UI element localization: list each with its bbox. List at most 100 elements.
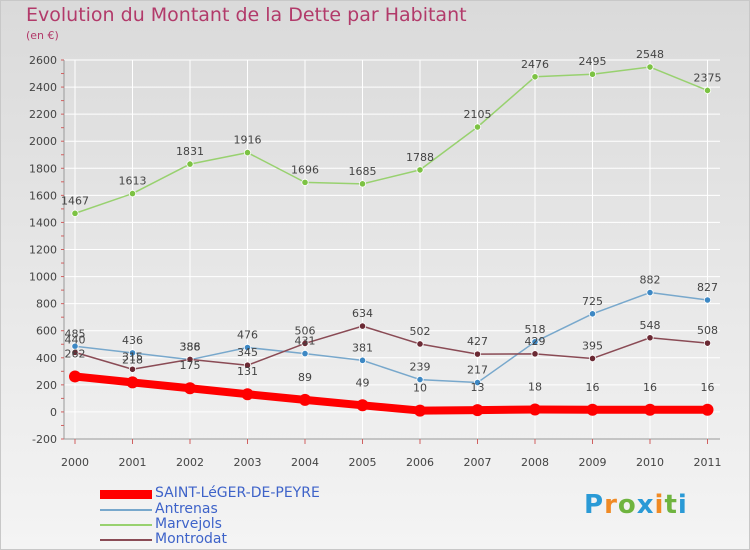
data-label: 485 bbox=[65, 327, 86, 340]
data-point bbox=[646, 288, 654, 297]
data-point bbox=[186, 355, 194, 364]
x-tick-label: 2006 bbox=[406, 456, 434, 469]
series-line bbox=[74, 325, 709, 371]
data-label: 13 bbox=[471, 381, 485, 394]
data-label: 18 bbox=[528, 380, 542, 393]
logo-letter: i bbox=[654, 490, 665, 520]
data-label: 2495 bbox=[579, 55, 607, 68]
legend-swatch bbox=[100, 539, 152, 541]
data-label: 548 bbox=[640, 319, 661, 332]
chart-title: Evolution du Montant de la Dette par Hab… bbox=[26, 4, 467, 26]
data-label: 429 bbox=[525, 335, 546, 348]
data-label: 508 bbox=[697, 324, 718, 337]
logo-letter: i bbox=[677, 490, 688, 520]
data-label: 2105 bbox=[464, 108, 492, 121]
x-tick-label: 2003 bbox=[234, 456, 262, 469]
series-line bbox=[71, 372, 712, 415]
data-label: 1696 bbox=[291, 163, 319, 176]
data-label: 2548 bbox=[636, 48, 664, 61]
data-label: 388 bbox=[180, 340, 201, 353]
data-label: 518 bbox=[525, 323, 546, 336]
data-point bbox=[358, 180, 367, 188]
data-label: 2476 bbox=[521, 58, 549, 71]
logo-letter: P bbox=[584, 490, 605, 520]
data-point bbox=[358, 322, 367, 330]
data-point bbox=[184, 382, 196, 395]
y-tick-label: 1800 bbox=[29, 162, 57, 175]
data-label: 175 bbox=[180, 359, 201, 372]
data-label: 89 bbox=[298, 371, 312, 384]
series-line bbox=[74, 66, 709, 215]
legend-label: Montrodat bbox=[155, 531, 227, 547]
data-point bbox=[416, 340, 424, 348]
y-tick-label: 800 bbox=[36, 298, 57, 311]
y-tick-label: 1400 bbox=[29, 216, 57, 229]
data-label: 431 bbox=[295, 335, 316, 348]
data-label: 345 bbox=[237, 346, 258, 359]
data-point bbox=[128, 189, 137, 198]
data-point bbox=[473, 350, 482, 358]
data-label: 1613 bbox=[119, 175, 147, 188]
data-label: 506 bbox=[295, 324, 316, 337]
data-point bbox=[646, 334, 654, 342]
data-label: 10 bbox=[413, 382, 427, 395]
logo-letter: r bbox=[604, 490, 618, 520]
data-label: 502 bbox=[410, 325, 431, 338]
data-point bbox=[71, 209, 79, 217]
data-point bbox=[186, 160, 194, 168]
data-point bbox=[701, 403, 714, 416]
data-point bbox=[531, 73, 539, 81]
data-point bbox=[473, 378, 482, 387]
data-point bbox=[703, 296, 712, 304]
data-point bbox=[646, 63, 654, 71]
data-point bbox=[586, 403, 599, 416]
series-line bbox=[74, 291, 709, 384]
data-label: 395 bbox=[582, 339, 603, 352]
data-point bbox=[471, 404, 484, 417]
proxiti-logo: Proxiti bbox=[584, 490, 688, 520]
y-tick-label: 1600 bbox=[29, 189, 57, 202]
data-label: 427 bbox=[467, 335, 488, 348]
data-point bbox=[128, 349, 137, 357]
legend-swatch bbox=[100, 524, 152, 526]
data-point bbox=[644, 403, 656, 416]
data-label: 16 bbox=[643, 381, 657, 394]
data-label: 634 bbox=[352, 307, 373, 320]
y-tick-label: 200 bbox=[36, 379, 57, 392]
data-point bbox=[128, 365, 137, 373]
data-point bbox=[588, 354, 597, 363]
data-label: 218 bbox=[122, 353, 143, 366]
data-point bbox=[703, 86, 712, 95]
logo-letter: x bbox=[636, 490, 655, 520]
data-label: 436 bbox=[122, 334, 143, 347]
y-tick-label: -200 bbox=[32, 433, 57, 446]
data-point bbox=[241, 388, 254, 401]
data-point bbox=[703, 339, 712, 347]
data-point bbox=[243, 343, 252, 352]
data-label: 1685 bbox=[349, 165, 377, 178]
x-tick-label: 2005 bbox=[349, 456, 377, 469]
data-label: 2375 bbox=[694, 71, 722, 84]
logo-letter: o bbox=[617, 490, 637, 520]
y-tick-label: 1200 bbox=[29, 244, 57, 257]
data-label: 440 bbox=[65, 333, 86, 346]
data-point bbox=[414, 404, 426, 417]
data-point bbox=[243, 148, 252, 157]
data-label: 386 bbox=[180, 341, 201, 354]
data-label: 16 bbox=[701, 381, 715, 394]
data-label: 239 bbox=[410, 361, 431, 374]
data-label: 1916 bbox=[234, 134, 262, 147]
data-point bbox=[529, 403, 541, 416]
data-label: 1467 bbox=[61, 194, 89, 207]
series-layer bbox=[69, 63, 714, 417]
x-tick-label: 2000 bbox=[61, 456, 89, 469]
data-label: 476 bbox=[237, 328, 258, 341]
data-label: 315 bbox=[122, 350, 143, 363]
x-tick-label: 2002 bbox=[176, 456, 204, 469]
data-point bbox=[416, 166, 424, 174]
data-label: 725 bbox=[582, 295, 603, 308]
y-tick-label: 2000 bbox=[29, 135, 57, 148]
